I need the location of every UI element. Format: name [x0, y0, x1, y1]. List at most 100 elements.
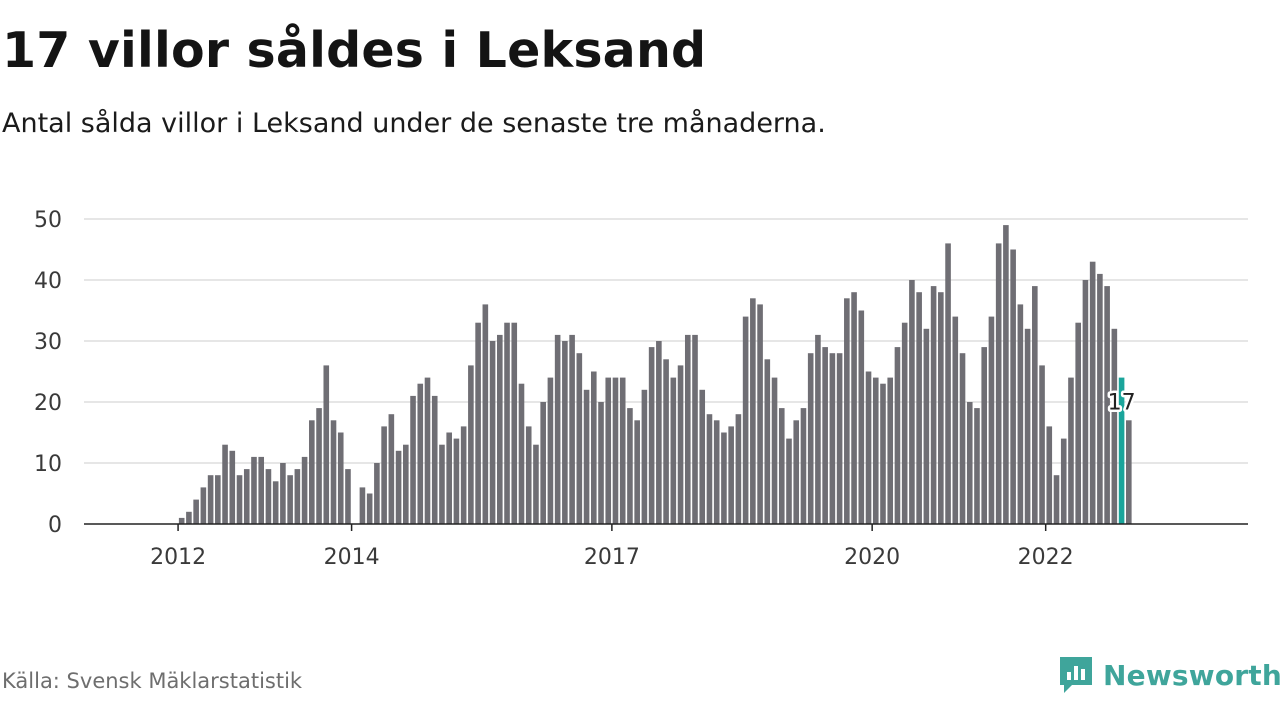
- bar: [1046, 426, 1053, 524]
- bar: [1039, 365, 1045, 524]
- bar: [721, 432, 727, 524]
- bar: [1082, 280, 1089, 524]
- bar: [547, 377, 554, 524]
- bar: [511, 322, 518, 524]
- bar: [439, 444, 445, 524]
- y-tick-label: 10: [34, 452, 62, 477]
- bar: [1060, 438, 1067, 524]
- bar: [272, 481, 279, 524]
- bar: [742, 316, 749, 524]
- bar: [648, 347, 655, 524]
- bar: [692, 334, 698, 524]
- bar: [706, 414, 713, 524]
- bar: [330, 420, 337, 524]
- bar: [525, 426, 532, 524]
- bar: [1104, 286, 1110, 524]
- bar: [1032, 286, 1038, 524]
- bar: [200, 487, 207, 524]
- bar: [222, 444, 228, 524]
- bar: [966, 402, 973, 524]
- bar: [562, 341, 568, 524]
- bar: [1010, 249, 1016, 524]
- bar: [497, 334, 503, 524]
- bar: [713, 420, 720, 524]
- chart-subtitle: Antal sålda villor i Leksand under de se…: [2, 108, 826, 139]
- x-tick-label: 2014: [324, 545, 380, 570]
- bar: [489, 341, 496, 524]
- bar: [1097, 273, 1103, 524]
- bar: [988, 316, 995, 524]
- bar: [424, 377, 431, 524]
- bar: [634, 420, 640, 524]
- bar: [909, 280, 915, 524]
- bar: [815, 334, 821, 524]
- bar: [858, 310, 865, 524]
- bar: [533, 444, 539, 524]
- bar: [504, 322, 510, 524]
- x-tick-label: 2017: [584, 545, 640, 570]
- bar: [829, 353, 836, 524]
- bar: [901, 322, 908, 524]
- highlight-value-label: 17: [1108, 390, 1136, 415]
- bar: [243, 469, 250, 524]
- bar: [641, 389, 648, 524]
- bar: [670, 377, 677, 524]
- bar: [345, 469, 351, 524]
- bar: [265, 469, 272, 524]
- bar: [446, 432, 452, 524]
- bar: [1075, 322, 1081, 524]
- bar: [865, 371, 872, 524]
- bar: [475, 322, 481, 524]
- bar: [337, 432, 344, 524]
- newsworthy-logo-icon: [1060, 657, 1092, 693]
- bar: [836, 353, 843, 524]
- bar-chart: 0 10 20 30 40 50 2012 2014 2017 2020 2022 17: [34, 208, 1248, 570]
- bar: [186, 511, 192, 524]
- y-tick-label: 50: [34, 208, 62, 233]
- bar: [569, 334, 575, 524]
- bar: [431, 395, 438, 524]
- bar: [301, 456, 308, 524]
- bar: [880, 383, 886, 524]
- bar: [388, 414, 395, 524]
- highlighted-bar: [1118, 377, 1125, 524]
- bar: [995, 243, 1002, 524]
- bar: [851, 292, 857, 524]
- bar: [619, 377, 626, 524]
- bar: [844, 298, 850, 524]
- bar: [757, 304, 763, 524]
- bar: [807, 353, 814, 524]
- bar: [287, 475, 293, 524]
- bar: [822, 347, 828, 524]
- bar: [778, 408, 785, 524]
- bar: [403, 444, 409, 524]
- bar: [663, 359, 669, 524]
- bar: [309, 420, 315, 524]
- bar: [735, 414, 742, 524]
- bar: [207, 475, 214, 524]
- bar: [598, 402, 604, 524]
- bar: [316, 408, 322, 524]
- bar: [793, 420, 800, 524]
- grid-lines: 0 10 20 30 40 50: [34, 208, 1248, 538]
- bar: [627, 408, 633, 524]
- bar: [699, 389, 706, 524]
- bars: [178, 225, 1132, 524]
- bar: [605, 377, 612, 524]
- bar: [1126, 420, 1132, 524]
- bar: [366, 493, 373, 524]
- bar: [215, 475, 221, 524]
- bar: [1111, 328, 1118, 524]
- y-tick-label: 30: [34, 330, 62, 355]
- bar: [590, 371, 597, 524]
- bar: [294, 469, 301, 524]
- bar: [395, 450, 402, 524]
- bar: [374, 463, 380, 524]
- bar: [981, 347, 988, 524]
- data-labels: 17: [1105, 388, 1138, 418]
- bar: [1017, 304, 1024, 524]
- bar: [959, 353, 966, 524]
- bar: [764, 359, 771, 524]
- bar: [974, 408, 980, 524]
- bar: [952, 316, 959, 524]
